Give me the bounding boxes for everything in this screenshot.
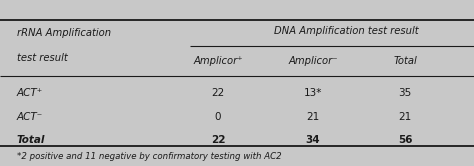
Text: 13*: 13* — [304, 88, 322, 98]
Text: *2 positive and 11 negative by confirmatory testing with AC2: *2 positive and 11 negative by confirmat… — [17, 152, 281, 161]
Text: 34: 34 — [306, 135, 320, 145]
Text: ACT⁺: ACT⁺ — [17, 88, 43, 98]
Text: 35: 35 — [399, 88, 412, 98]
Text: Total: Total — [17, 135, 45, 145]
Text: 22: 22 — [211, 88, 225, 98]
Text: ACT⁻: ACT⁻ — [17, 112, 43, 122]
Text: 0: 0 — [215, 112, 221, 122]
Text: 21: 21 — [399, 112, 412, 122]
Text: 21: 21 — [306, 112, 319, 122]
Text: Amplicor⁻: Amplicor⁻ — [288, 56, 337, 66]
Text: DNA Amplification test result: DNA Amplification test result — [273, 26, 419, 36]
Text: Amplicor⁺: Amplicor⁺ — [193, 56, 243, 66]
Text: 56: 56 — [398, 135, 412, 145]
Text: rRNA Amplification: rRNA Amplification — [17, 28, 111, 38]
Text: 22: 22 — [211, 135, 225, 145]
Text: test result: test result — [17, 53, 67, 63]
Text: Total: Total — [393, 56, 417, 66]
